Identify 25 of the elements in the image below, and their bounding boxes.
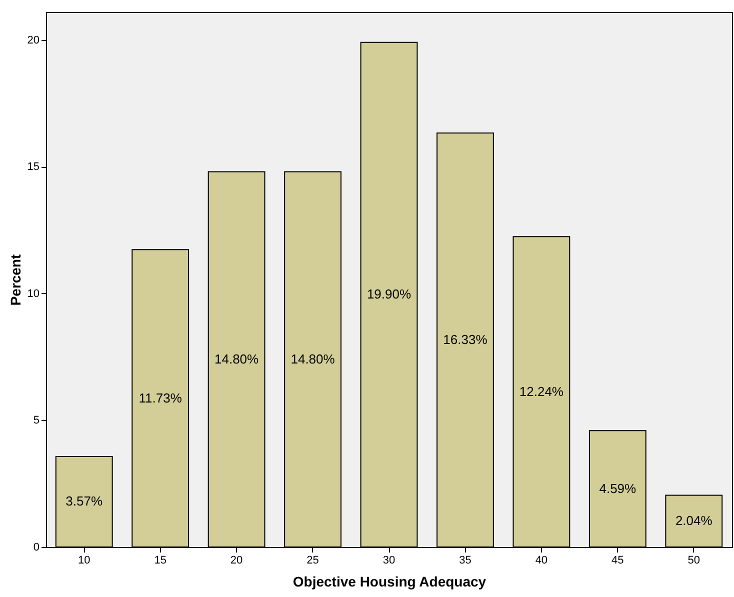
data-label: 12.24% <box>519 384 564 399</box>
x-tick-label: 10 <box>78 554 90 566</box>
data-label: 4.59% <box>599 480 637 496</box>
x-tick-label: 15 <box>154 554 166 566</box>
x-tick-label: 20 <box>230 554 243 566</box>
y-axis-title: Percent <box>7 254 24 306</box>
y-tick-label: 10 <box>27 288 40 300</box>
x-axis-title: Objective Housing Adequacy <box>292 574 486 590</box>
data-label: 14.80% <box>290 351 336 366</box>
x-tick-label: 45 <box>612 554 624 566</box>
x-tick-label: 30 <box>382 554 396 566</box>
data-label: 2.04% <box>675 513 713 528</box>
y-tick-label: 20 <box>27 34 40 46</box>
y-tick-label: 0 <box>33 542 40 554</box>
data-label: 11.73% <box>138 390 182 406</box>
x-tick-label: 25 <box>306 554 319 566</box>
x-tick-label: 40 <box>535 554 548 566</box>
x-tick-label: 50 <box>688 554 700 566</box>
data-label: 19.90% <box>366 286 412 302</box>
data-label: 3.57% <box>66 494 103 509</box>
y-tick-label: 15 <box>27 161 40 174</box>
y-tick-label: 5 <box>33 414 40 427</box>
data-label: 14.80% <box>214 351 260 366</box>
data-label: 16.33% <box>443 332 488 347</box>
x-tick-label: 35 <box>459 554 472 566</box>
